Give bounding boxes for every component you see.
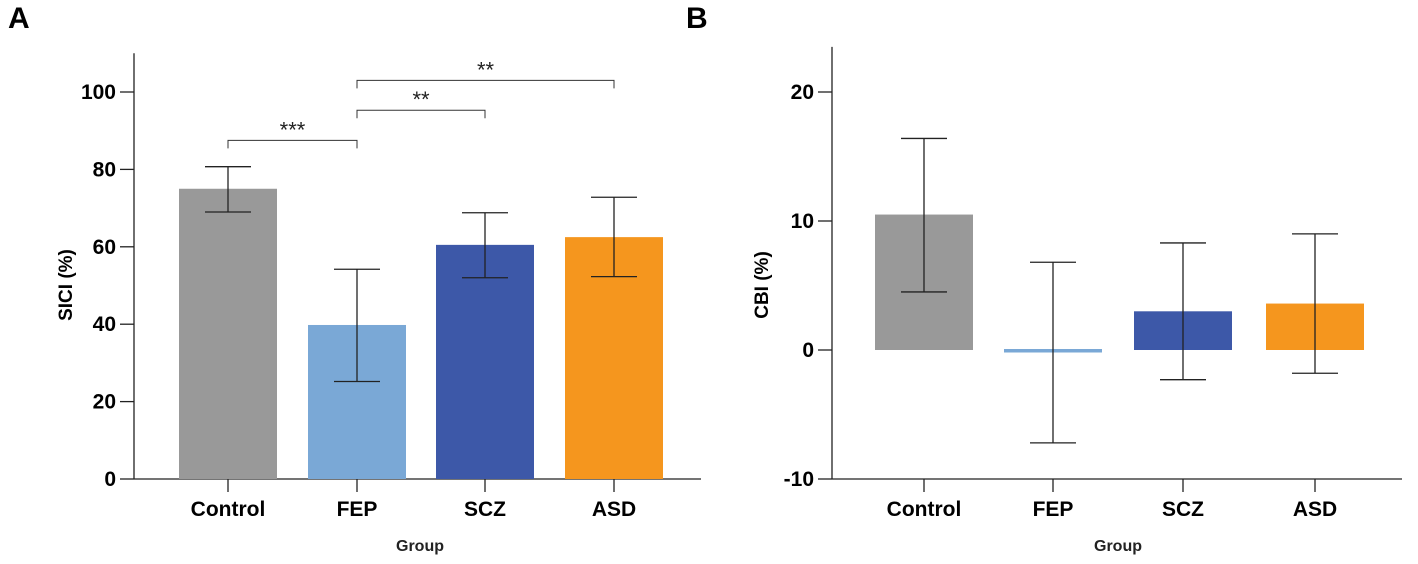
significance-bracket: [227, 139, 358, 149]
y-tick-label: 80: [93, 158, 116, 181]
panel-letter-b: B: [686, 2, 708, 35]
bar-asd: [565, 237, 663, 479]
y-tick-label: 10: [791, 210, 814, 233]
x-tick-label: SCZ: [1162, 498, 1204, 521]
significance-label: ***: [280, 117, 306, 142]
x-tick-label: Control: [887, 498, 962, 521]
y-tick-label: 20: [791, 81, 814, 104]
significance-bracket: [356, 79, 615, 89]
x-tick-label: SCZ: [464, 498, 506, 521]
y-tick-label: 0: [802, 339, 814, 362]
y-axis-label-a-group: SICI (%): [56, 249, 77, 321]
y-axis-label: SICI (%): [56, 249, 77, 321]
x-tick-label: ASD: [592, 498, 636, 521]
bar-control: [179, 188, 277, 479]
y-tick-label: 40: [93, 313, 116, 336]
significance-bracket: [356, 109, 486, 119]
significance-label: **: [412, 87, 430, 112]
plot-area-b: -10 0 10 20 Control FEP SCZ ASD: [784, 46, 1402, 521]
y-tick-label: 0: [104, 468, 116, 491]
x-axis-label: Group: [1094, 538, 1142, 555]
x-tick-label: FEP: [1033, 498, 1074, 521]
y-axis-label: CBI (%): [752, 251, 773, 319]
y-axis-label-b-group: CBI (%): [752, 251, 773, 319]
x-tick-label: Control: [191, 498, 266, 521]
x-tick-label: FEP: [337, 498, 378, 521]
y-tick-label: 60: [93, 236, 116, 259]
panel-letter-a: A: [8, 2, 30, 35]
y-tick-label: -10: [784, 468, 814, 491]
panel-a: A SICI (%) Group 0 20 40 60 80 100 Control FEP S…: [8, 2, 701, 555]
bar-scz: [436, 244, 534, 479]
panel-b: B CBI (%) Group -10 0 10 20 Control FEP SCZ ASD: [686, 2, 1402, 555]
x-tick-label: ASD: [1293, 498, 1337, 521]
y-tick-label: 100: [81, 81, 116, 104]
y-tick-label: 20: [93, 391, 116, 414]
significance-label: **: [477, 57, 495, 82]
x-axis-label: Group: [396, 538, 444, 555]
